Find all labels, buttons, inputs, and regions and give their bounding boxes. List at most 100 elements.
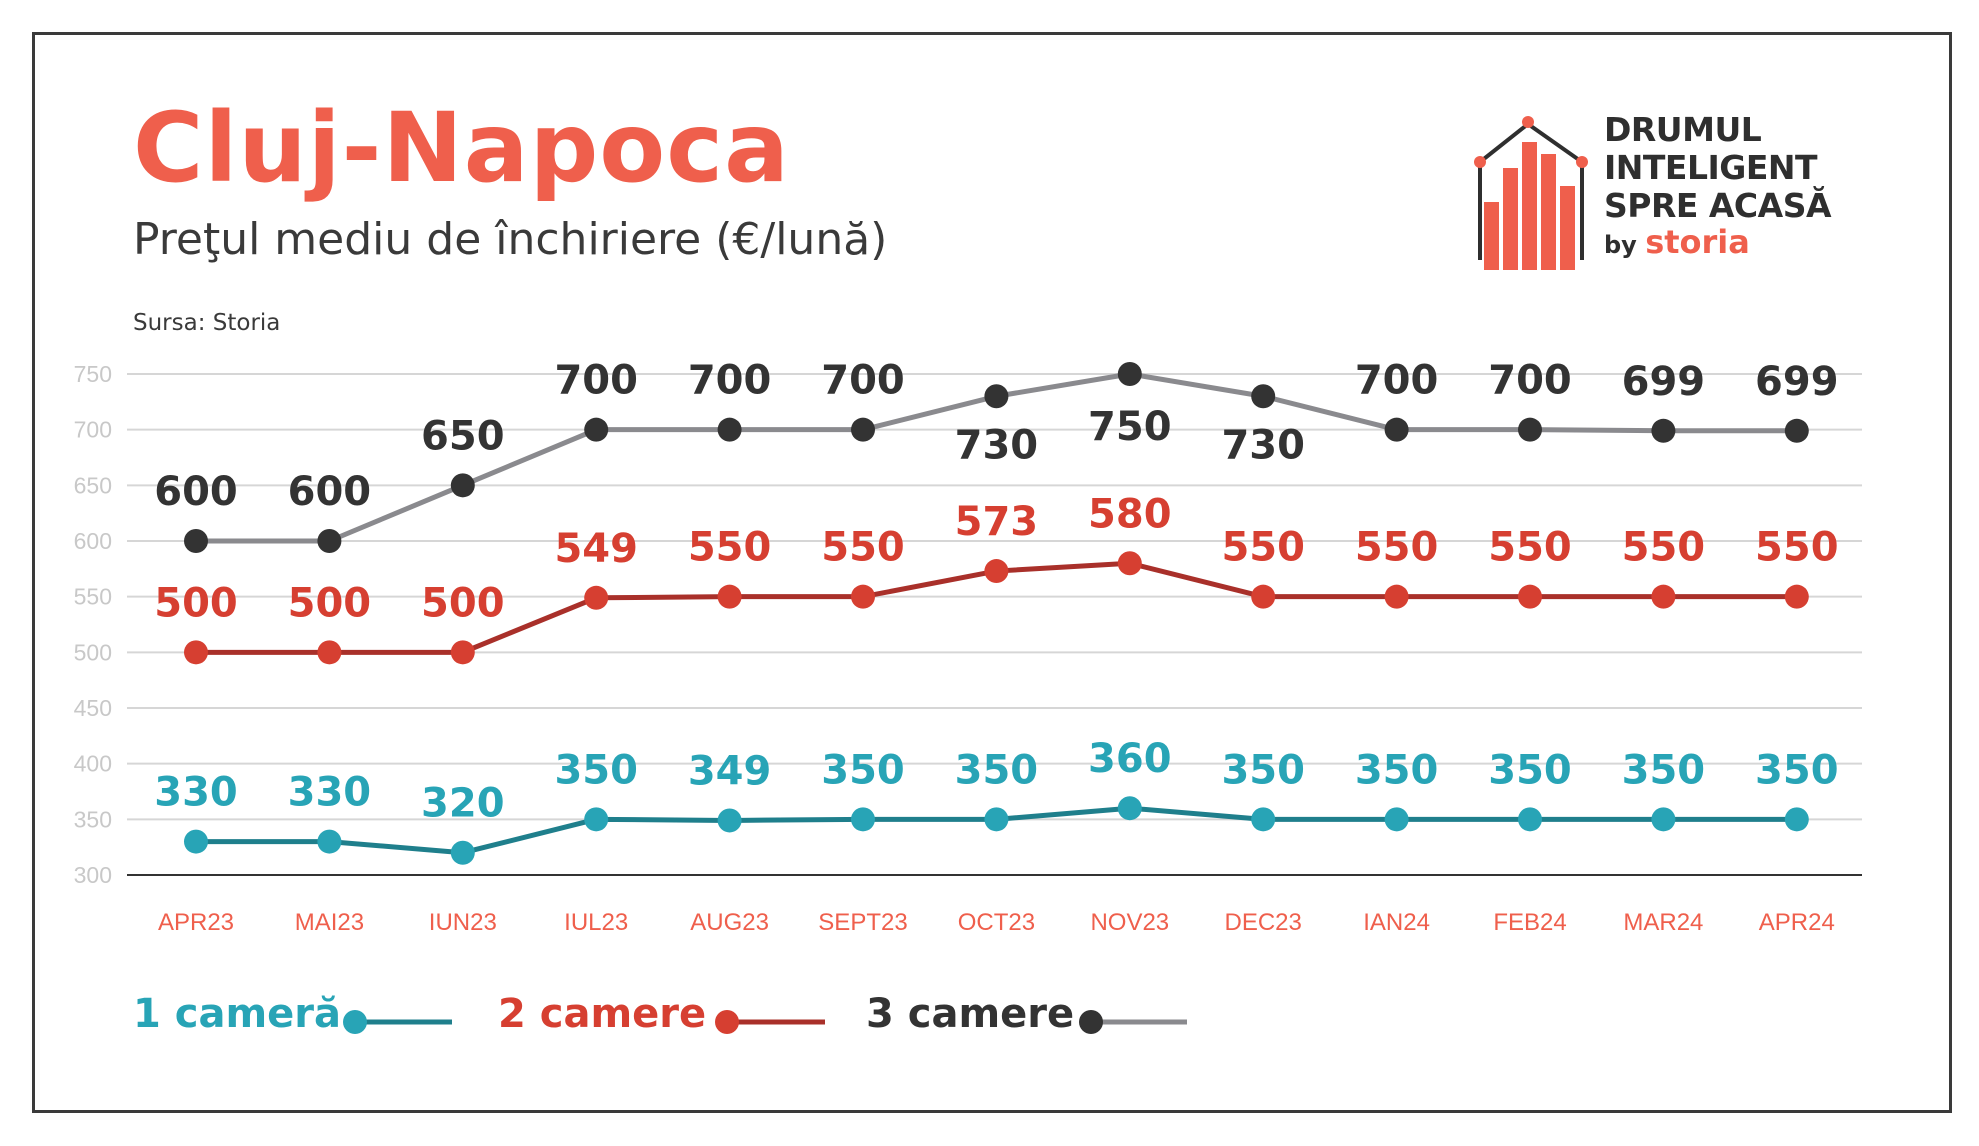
logo-line-2: INTELIGENT: [1604, 148, 1818, 187]
data-label: 700: [1355, 358, 1439, 404]
x-tick-label: APR23: [158, 909, 234, 936]
data-label: 550: [1221, 525, 1305, 571]
data-label: 500: [154, 580, 238, 626]
data-label: 700: [821, 358, 905, 404]
data-label: 549: [554, 526, 638, 572]
series-2: 500 500 500 549 550 550 573 580 550 550 550 550 550: [154, 491, 1839, 665]
data-label: 730: [1221, 422, 1305, 468]
data-point: [450, 840, 475, 865]
data-label: 550: [1488, 525, 1572, 571]
data-label: 699: [1755, 359, 1839, 405]
data-label: 550: [1355, 525, 1439, 571]
data-point: [184, 829, 208, 854]
data-label: 750: [1088, 404, 1172, 450]
data-label: 350: [1221, 747, 1305, 793]
data-label: 350: [554, 747, 638, 793]
page-title: Cluj-Napoca: [133, 92, 790, 204]
y-tick-label: 400: [74, 751, 112, 777]
data-label: 360: [1088, 736, 1172, 782]
data-label: 600: [154, 469, 238, 515]
y-tick-label: 750: [74, 361, 112, 387]
data-point: [1251, 584, 1276, 609]
x-tick-label: AUG23: [690, 909, 769, 936]
series-1: 330 330 320 350 349 350 350 360 350 350 350 350 350: [154, 736, 1839, 865]
logo-text: DRUMUL INTELIGENT SPRE ACASĂ by storia: [1604, 110, 1832, 262]
data-point: [851, 417, 875, 442]
x-tick-label: NOV23: [1090, 909, 1169, 936]
data-point: [851, 584, 875, 609]
x-axis-ticks: APR23 MAI23 IUN23 IUL23 AUG23 SEPT23 OCT23 NOV2…: [158, 909, 1835, 936]
x-tick-label: SEPT23: [818, 909, 907, 936]
data-label: 730: [955, 422, 1039, 468]
x-tick-label: APR24: [1759, 909, 1835, 936]
legend-label-3-camere: 3 camere: [866, 991, 1075, 1037]
data-point: [1784, 584, 1809, 609]
legend-label-1-camera: 1 cameră: [133, 991, 341, 1037]
data-point: [1117, 551, 1142, 576]
data-point: [317, 529, 342, 553]
data-point: [1518, 807, 1542, 832]
x-tick-label: MAR24: [1623, 909, 1703, 936]
data-point: [717, 584, 742, 609]
data-point: [984, 559, 1009, 584]
legend-marker: [1079, 1010, 1103, 1034]
chart-frame: [32, 32, 1952, 1113]
data-point: [584, 807, 609, 832]
legend-marker: [343, 1010, 367, 1034]
data-point: [984, 384, 1009, 409]
x-tick-label: OCT23: [958, 909, 1035, 936]
data-point: [317, 640, 342, 665]
data-label: 700: [688, 358, 772, 404]
data-label: 350: [1755, 747, 1839, 793]
y-tick-label: 500: [74, 639, 112, 665]
data-point: [717, 808, 742, 833]
data-point: [1651, 418, 1676, 443]
data-point: [184, 529, 208, 553]
data-label: 573: [955, 499, 1039, 545]
y-tick-label: 650: [74, 472, 112, 498]
y-tick-label: 550: [74, 584, 112, 610]
data-label: 550: [1755, 525, 1839, 571]
data-point: [1384, 807, 1409, 832]
x-tick-label: IUL23: [564, 909, 628, 936]
data-label: 550: [1622, 525, 1706, 571]
data-point: [1784, 807, 1809, 832]
data-label: 349: [688, 748, 772, 794]
data-point: [717, 417, 742, 442]
data-label: 650: [421, 413, 505, 459]
x-tick-label: IUN23: [429, 909, 497, 936]
data-label: 350: [1488, 747, 1572, 793]
data-point: [1784, 418, 1809, 443]
data-point: [1651, 807, 1676, 832]
data-point: [1518, 584, 1542, 609]
data-point: [184, 640, 208, 665]
data-label: 550: [821, 525, 905, 571]
data-label: 350: [955, 747, 1039, 793]
data-point: [450, 473, 475, 498]
data-point: [584, 585, 609, 610]
data-point: [1117, 796, 1142, 821]
data-point: [317, 829, 342, 854]
x-tick-label: IAN24: [1363, 909, 1430, 936]
data-point: [1384, 584, 1409, 609]
data-point: [584, 417, 609, 442]
y-tick-label: 300: [74, 862, 112, 888]
data-label: 350: [1355, 747, 1439, 793]
y-tick-label: 350: [74, 806, 112, 832]
logo-byline: by storia: [1604, 225, 1831, 262]
data-label: 330: [288, 770, 372, 816]
logo-line-1: DRUMUL: [1604, 110, 1762, 149]
y-tick-label: 450: [74, 695, 112, 721]
series-3: 600 600 650 700 700 700 730 750 730 700 700 699 699: [154, 358, 1839, 553]
legend-markers: [343, 1010, 1187, 1034]
data-point: [450, 640, 475, 665]
data-point: [1251, 807, 1276, 832]
page-subtitle: Preţul mediu de închiriere (€/lună): [133, 214, 888, 265]
data-point: [1518, 417, 1542, 442]
x-tick-label: DEC23: [1225, 909, 1302, 936]
data-label: 320: [421, 781, 505, 827]
data-label: 350: [821, 747, 905, 793]
series-layer: 330 330 320 350 349 350 350 360 350 350 350 350 350 5…: [154, 358, 1839, 865]
data-point: [1117, 362, 1142, 386]
